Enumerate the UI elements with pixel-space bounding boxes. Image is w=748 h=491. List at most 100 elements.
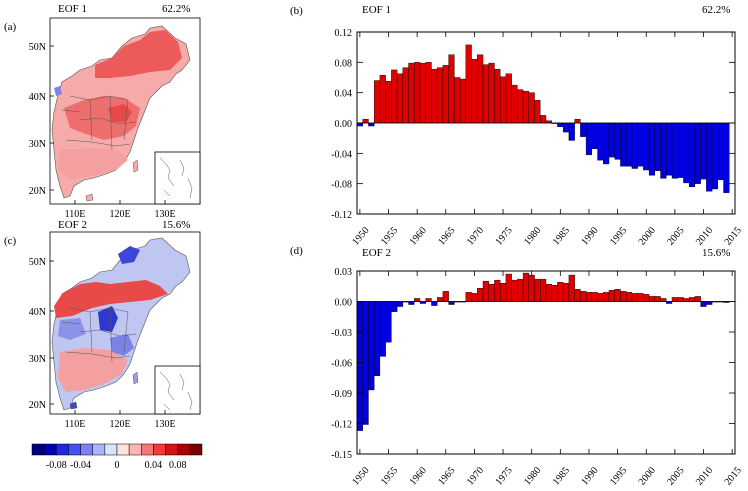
bar-d-2006 — [677, 297, 684, 302]
map-c-boundaries — [61, 307, 137, 363]
chart-d-xlabel: 2000 — [637, 465, 658, 486]
bar-d-1955 — [385, 301, 392, 343]
colorbar-swatch — [92, 443, 106, 456]
bar-d-1978 — [517, 278, 524, 302]
chart-b-xlabel: 1995 — [608, 225, 629, 247]
bar-b-1974 — [494, 68, 501, 124]
colorbar-label: 0.04 — [145, 460, 163, 471]
colorbar-swatch — [189, 443, 203, 456]
bar-b-1996 — [620, 122, 627, 167]
bar-b-1956 — [391, 69, 398, 124]
map-c-lon-label: 130E — [154, 419, 175, 430]
bar-d-1987 — [568, 274, 575, 302]
map-a-lat-label: 40N — [29, 92, 46, 103]
chart-b-ylabel: 0.08 — [335, 58, 353, 69]
chart-d-xlabel: 2015 — [723, 465, 744, 486]
map-a-lon-label: 130E — [154, 209, 175, 220]
colorbar-swatch — [128, 443, 142, 456]
bar-d-1964 — [436, 297, 444, 302]
chart-d-title: EOF 2 — [362, 247, 391, 259]
chart-b-xlabel: 1970 — [465, 225, 486, 247]
bar-d-2007 — [683, 298, 690, 302]
bar-b-2014 — [723, 122, 730, 193]
bar-b-1971 — [477, 54, 484, 124]
bar-b-1980 — [528, 92, 535, 124]
bar-d-1984 — [551, 285, 558, 302]
bar-d-1982 — [540, 278, 547, 302]
bar-b-1953 — [373, 80, 381, 124]
bar-b-1991 — [591, 122, 598, 149]
chart-b-xlabel: 1980 — [522, 225, 543, 247]
chart-b-xlabel: 2005 — [665, 225, 686, 247]
map-a: (a) EOF 1 62.2% 50N 40N 30N 20N 110E 120E 130… — [4, 3, 201, 220]
map-c-lat-label: 20N — [29, 400, 46, 411]
bar-d-1992 — [597, 293, 604, 302]
bar-d-1966 — [448, 301, 455, 305]
bar-d-1997 — [625, 292, 633, 302]
panel-label-b: (b) — [290, 5, 303, 17]
bar-d-1993 — [603, 292, 610, 302]
bar-b-1975 — [499, 76, 507, 124]
bar-b-2001 — [648, 122, 656, 176]
bar-b-2008 — [688, 122, 696, 187]
bar-d-1989 — [580, 291, 587, 302]
bar-b-1993 — [603, 122, 610, 165]
chart-d-ylabel: 0.03 — [335, 267, 353, 278]
bar-b-1955 — [385, 81, 392, 124]
map-a-inset — [154, 151, 201, 205]
bar-b-1997 — [625, 122, 633, 167]
bar-d-1980 — [528, 274, 535, 302]
chart-d-ylabel: -0.09 — [331, 389, 352, 400]
bar-d-1960 — [414, 298, 421, 302]
chart-b-xlabel: 1985 — [551, 225, 572, 247]
bar-d-1976 — [505, 273, 512, 302]
map-a-taiwan — [132, 159, 139, 173]
colorbar-swatch — [104, 443, 118, 456]
map-c-title: EOF 2 — [58, 219, 87, 231]
bar-b-2007 — [683, 122, 690, 184]
chart-b-title: EOF 1 — [362, 4, 391, 16]
bar-b-2003 — [660, 122, 667, 179]
bar-b-1967 — [454, 77, 461, 124]
chart-b-ylabel: 0.12 — [335, 28, 353, 39]
chart-d-xlabel: 1990 — [579, 465, 600, 486]
bar-b-1994 — [608, 122, 615, 158]
colorbar-label: -0.04 — [70, 460, 91, 471]
map-c-patch-neg-east — [110, 334, 134, 356]
chart-d-pct: 15.6% — [702, 247, 730, 259]
chart-d-ylabel: 0.00 — [335, 298, 353, 309]
bar-d-1983 — [545, 284, 552, 302]
chart-b-xlabel: 2015 — [723, 225, 744, 247]
chart-b-xlabel: 1960 — [408, 225, 429, 247]
chart-d-ylabel: -0.06 — [331, 359, 352, 370]
chart-d-xlabel: 1965 — [436, 465, 457, 486]
bar-b-1985 — [557, 122, 564, 127]
map-c-lat-label: 30N — [29, 354, 46, 365]
map-a-lat-label: 30N — [29, 139, 46, 150]
bar-d-1994 — [608, 290, 615, 302]
map-c-taiwan — [132, 371, 139, 385]
map-c: (c) EOF 2 15.6% 50N 40N 30N 20N 110E 120E 130… — [4, 219, 201, 430]
bar-b-1978 — [517, 89, 524, 124]
colorbar-swatch — [165, 443, 178, 456]
bar-d-2001 — [648, 296, 656, 302]
bar-d-1999 — [637, 293, 644, 302]
bar-d-2000 — [643, 294, 650, 302]
bar-d-1986 — [562, 283, 570, 302]
map-c-patch-pos-south — [58, 348, 128, 392]
bar-d-2009 — [694, 296, 701, 302]
bar-b-1998 — [631, 122, 638, 169]
bar-b-2002 — [654, 122, 661, 171]
panel-label-a: (a) — [4, 21, 17, 33]
bar-b-1954 — [379, 75, 386, 124]
bar-d-1963 — [431, 301, 438, 306]
chart-b-xlabel: 1955 — [379, 225, 400, 247]
colorbar-swatch — [177, 443, 191, 456]
bar-d-1991 — [591, 292, 598, 302]
colorbar: -0.08 -0.04 0 0.04 0.08 — [31, 443, 203, 471]
colorbar-swatch — [31, 443, 45, 456]
bar-b-1963 — [431, 68, 438, 124]
bar-b-1958 — [402, 67, 409, 124]
bar-d-1971 — [477, 288, 484, 302]
map-a-patch-south — [58, 148, 128, 180]
